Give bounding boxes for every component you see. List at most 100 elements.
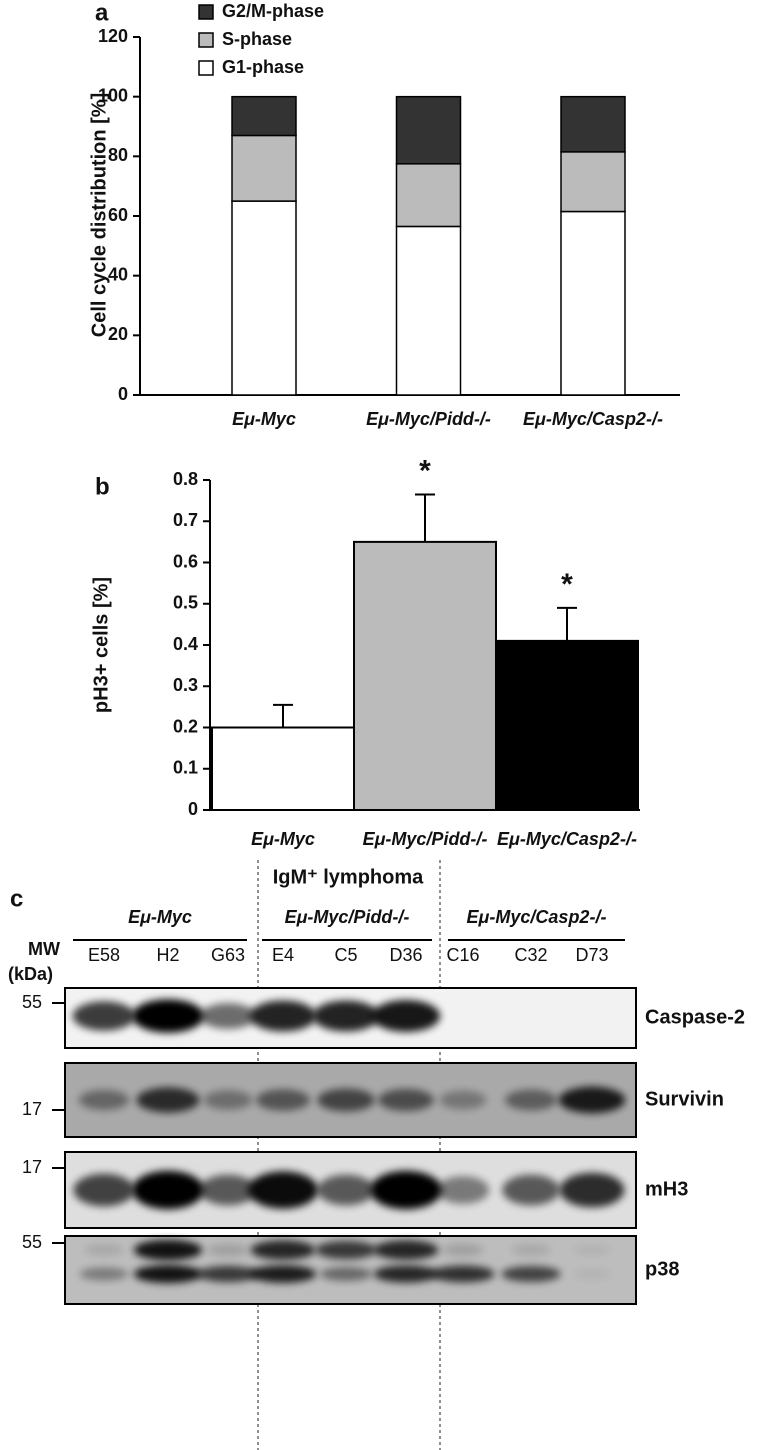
lane-label: H2 [156,945,179,965]
band [373,1240,439,1260]
y-tick-label: 100 [98,85,128,105]
legend-swatch [198,32,214,48]
band [502,1174,560,1206]
bar-segment [395,225,462,396]
y-tick-label: 40 [108,264,128,284]
legend-swatch [198,60,214,76]
band [132,1170,204,1210]
group-label: Eμ-Myc/Casp2-/- [467,907,607,927]
band [78,1089,130,1111]
annotation: * [561,568,573,601]
band [200,1002,256,1030]
band [197,1265,259,1283]
legend-swatch [198,4,214,20]
band [312,1000,380,1032]
band [378,1088,434,1112]
bar-segment [395,95,462,165]
bar-segment [231,95,297,137]
bar [353,540,497,811]
band [573,1244,611,1256]
band [79,1267,129,1281]
panel-label: b [95,473,110,500]
error-bar [557,606,577,641]
legend-label: S-phase [222,29,292,49]
y-tick-label: 0.3 [173,675,198,695]
band [319,1267,373,1281]
x-tick-label: Eμ-Myc/Casp2-/- [523,409,663,429]
blot-title: IgM⁺ lymphoma [273,866,424,888]
legend-label: G1-phase [222,57,304,77]
band [442,1243,484,1257]
protein-label: Survivin [645,1088,724,1110]
band [501,1266,561,1282]
legend-label: G2/M-phase [222,1,324,21]
mw-label: MW [28,939,60,959]
lane-label: C32 [514,945,547,965]
band [439,1090,487,1110]
band [371,1000,441,1032]
y-tick-label: 80 [108,145,128,165]
band [559,1172,625,1208]
band [256,1089,310,1111]
band [132,999,204,1033]
panel-label: a [95,0,109,26]
y-tick-label: 0.2 [173,716,198,736]
lane-label: E4 [272,945,294,965]
mw-marker: 17 [22,1099,42,1119]
panel-label: c [10,885,23,912]
band [370,1170,442,1210]
lane-label: D36 [389,945,422,965]
mw-marker: 55 [22,1232,42,1252]
band [436,1176,490,1204]
y-tick-label: 120 [98,26,128,46]
lane-label: C5 [334,945,357,965]
y-tick-label: 0.8 [173,469,198,489]
y-axis-label: Cell cycle distribution [%] [88,93,110,337]
bar-segment [395,163,462,228]
y-tick-label: 0.1 [173,758,198,778]
protein-label: Caspase-2 [645,1006,745,1028]
y-tick-label: 0.4 [173,634,198,654]
bar [495,639,639,811]
y-tick-label: 20 [108,324,128,344]
y-axis-label: pH3+ cells [%] [90,577,112,713]
x-tick-label: Eμ-Myc [251,829,315,849]
y-tick-label: 0.5 [173,593,198,613]
band [199,1174,257,1206]
bar-segment [560,95,626,153]
y-tick-label: 0 [188,799,198,819]
x-tick-label: Eμ-Myc/Pidd-/- [366,409,491,429]
band [72,1001,136,1031]
lane-label: G63 [211,945,245,965]
band [73,1173,135,1207]
group-label: Eμ-Myc/Pidd-/- [285,907,410,927]
mw-label: (kDa) [8,964,53,984]
error-bar [415,493,435,542]
band [247,1171,319,1209]
x-tick-label: Eμ-Myc [232,409,296,429]
band [207,1243,249,1257]
y-tick-label: 0.7 [173,510,198,530]
annotation: * [419,454,431,487]
lane-label: D73 [575,945,608,965]
error-bar [273,703,293,728]
bar-segment [560,210,626,396]
bar-segment [231,200,297,396]
lane-label: C16 [446,945,479,965]
mw-marker: 17 [22,1157,42,1177]
group-label: Eμ-Myc [128,907,192,927]
band [133,1239,203,1261]
protein-label: mH3 [645,1178,688,1200]
bar-segment [231,134,297,202]
band [203,1090,253,1110]
band [136,1087,200,1113]
band [504,1089,558,1111]
band [249,1000,317,1032]
band [249,1265,317,1283]
y-tick-label: 60 [108,205,128,225]
band [431,1265,495,1283]
band [317,1174,375,1206]
band [250,1240,316,1260]
band [317,1088,375,1112]
